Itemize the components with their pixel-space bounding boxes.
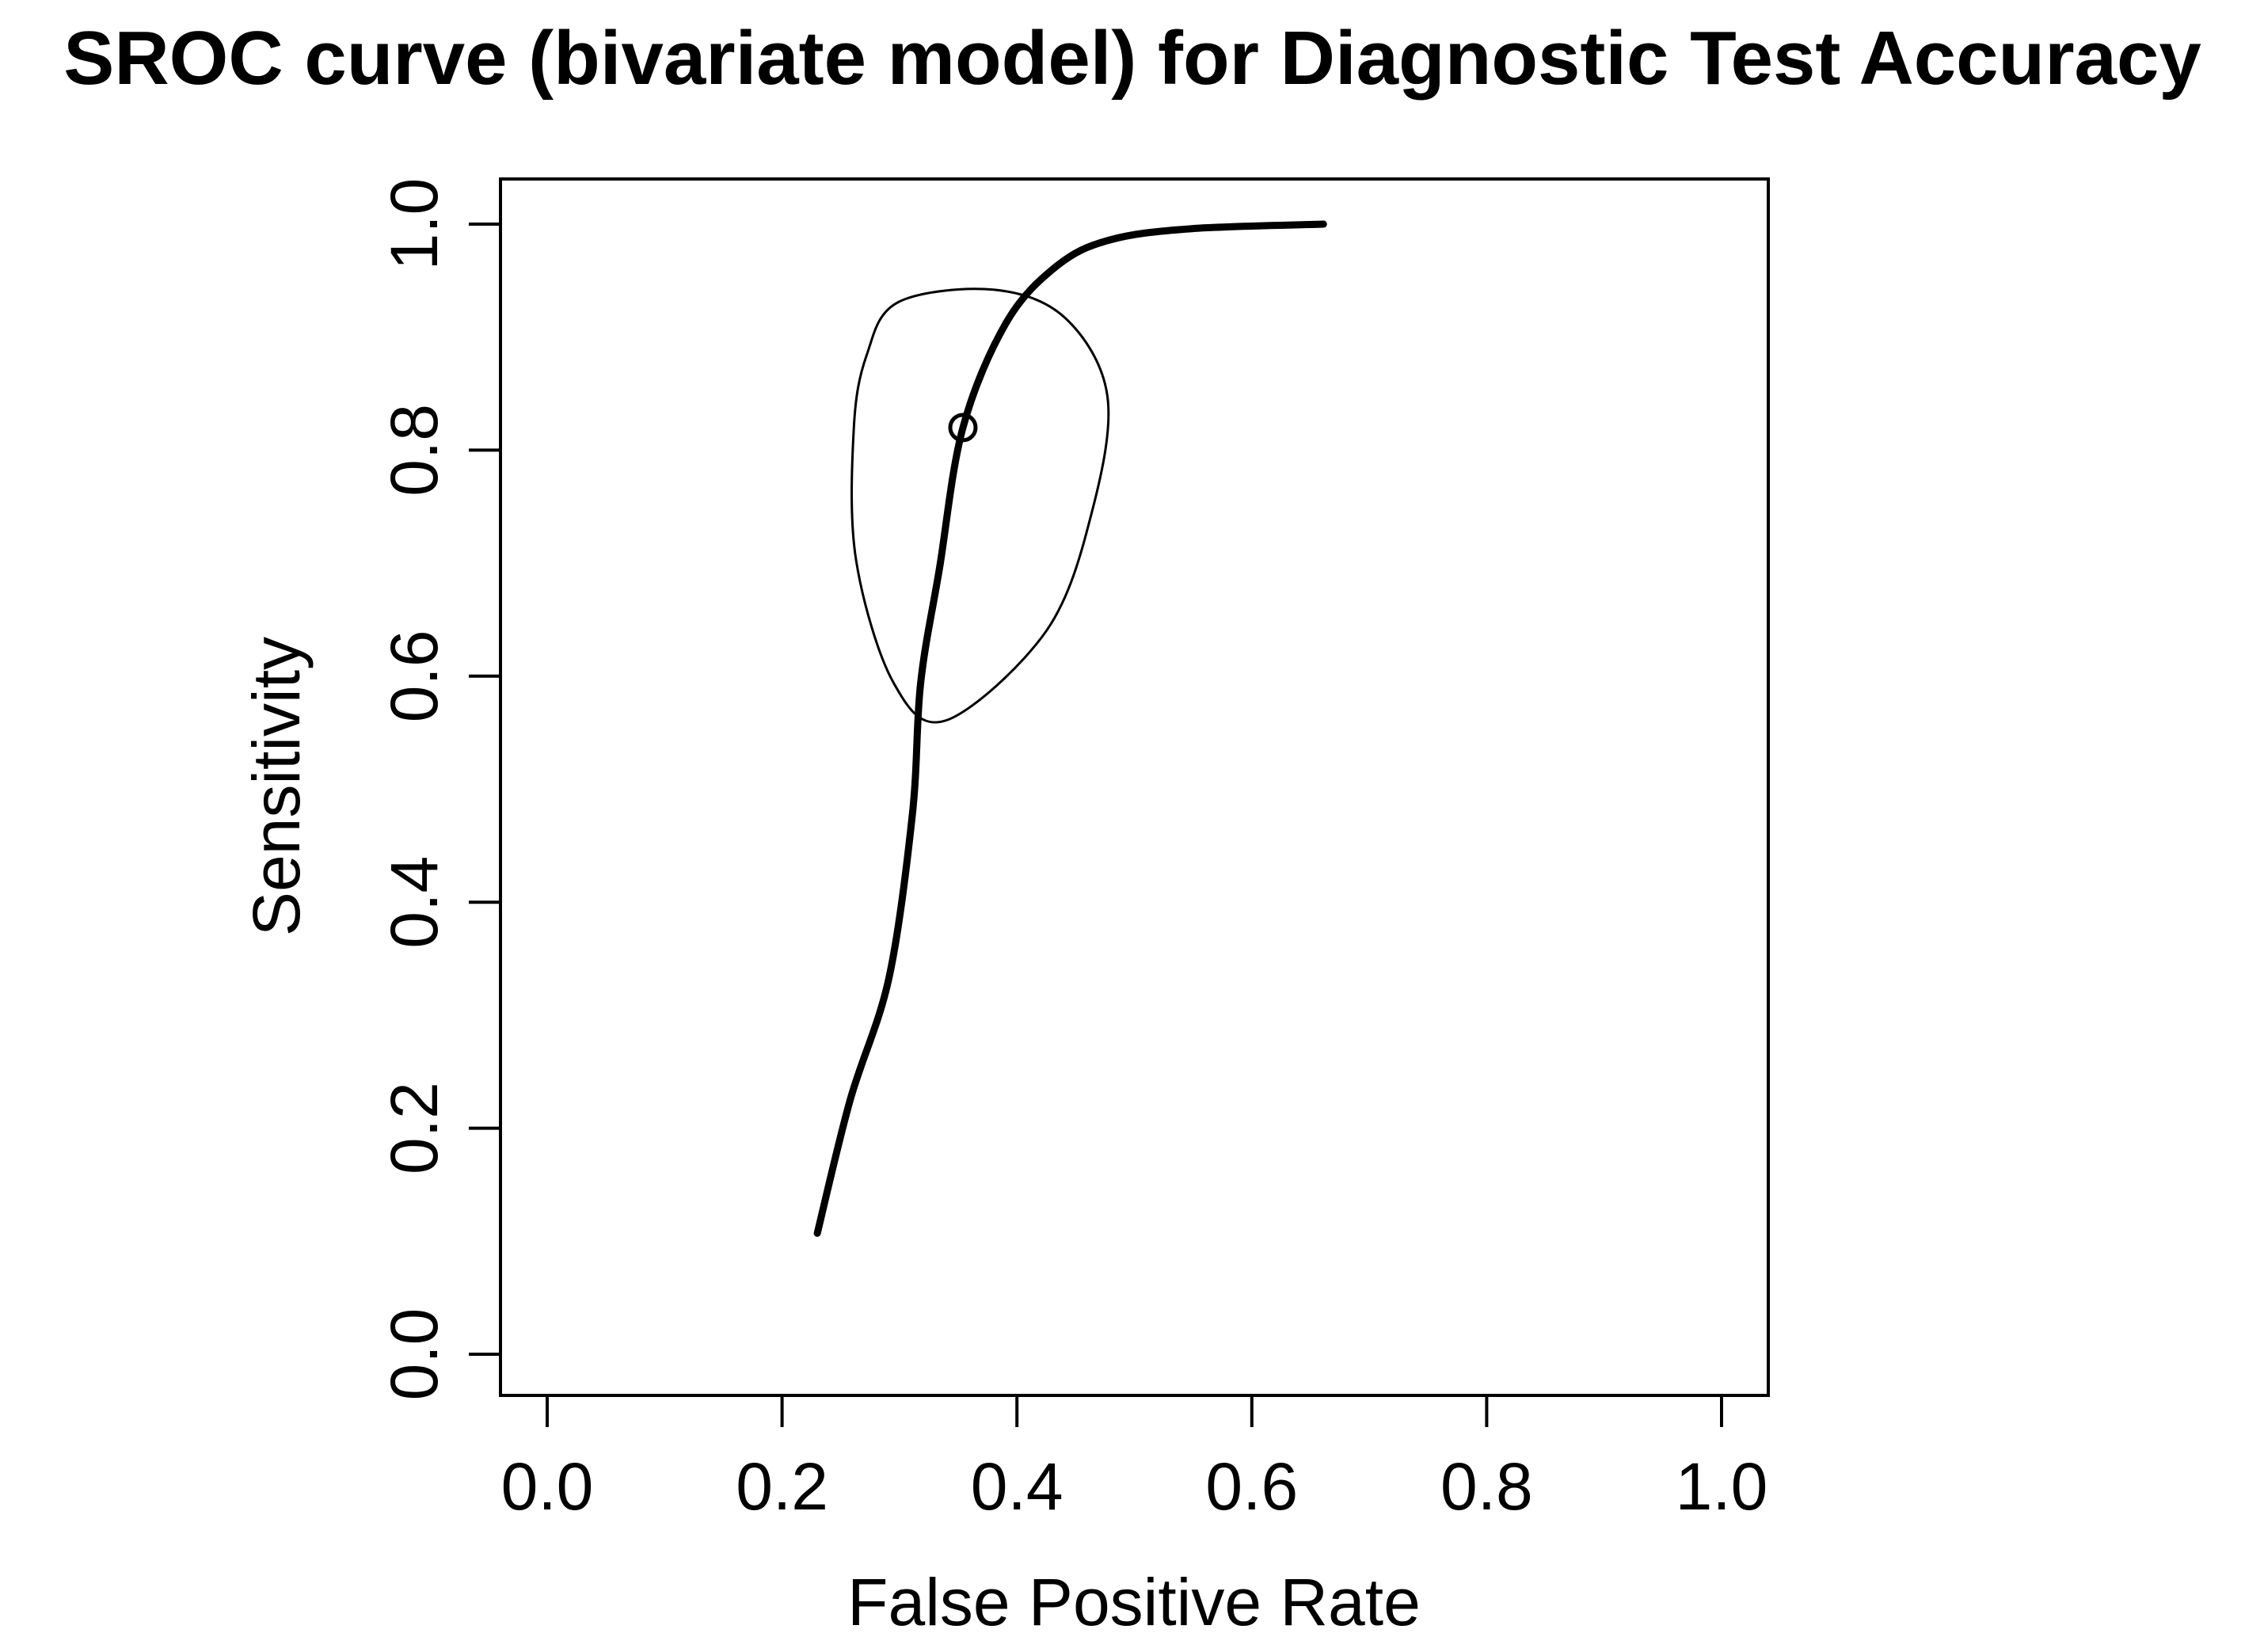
x-axis-label: False Positive Rate [847,1565,1421,1639]
x-tick-label: 0.0 [501,1449,594,1524]
y-tick-label: 0.2 [377,1082,451,1174]
chart-title: SROC curve (bivariate model) for Diagnos… [63,16,2201,101]
x-tick-label: 0.4 [971,1449,1064,1524]
x-axis-tick-labels: 0.0 0.2 0.4 0.6 0.8 1.0 [501,1449,1768,1524]
x-axis-ticks [546,1395,1723,1427]
y-axis-tick-labels: 0.0 0.2 0.4 0.6 0.8 1.0 [377,178,451,1401]
y-tick-label: 0.0 [377,1308,451,1401]
y-tick-label: 0.6 [377,630,451,722]
x-tick-label: 0.2 [736,1449,828,1524]
confidence-region-contour [850,287,1110,724]
plot-box [499,177,1770,1397]
x-tick-label: 0.8 [1440,1449,1533,1524]
sroc-curve-line [813,220,1327,1237]
y-axis-ticks [469,223,500,1356]
summary-point-marker [948,413,978,443]
y-tick-label: 0.4 [377,856,451,949]
y-tick-label: 1.0 [377,178,451,271]
x-tick-label: 1.0 [1676,1449,1768,1524]
y-tick-label: 0.8 [377,404,451,497]
y-axis-label: Sensitivity [239,637,314,936]
x-tick-label: 0.6 [1205,1449,1298,1524]
